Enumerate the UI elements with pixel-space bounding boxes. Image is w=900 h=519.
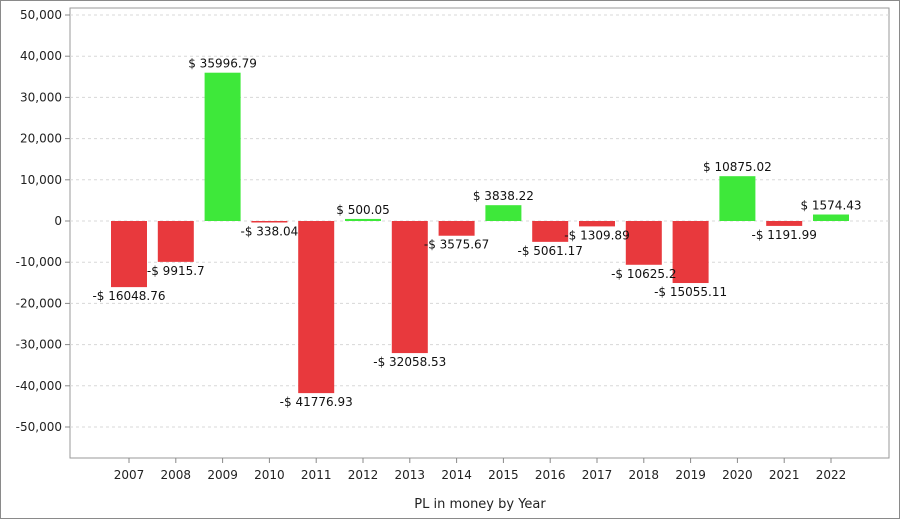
bar-2019 [672,221,709,284]
bar-2013 [391,221,428,354]
bar-2022 [813,214,849,221]
bar-2018 [625,221,662,265]
bar-2010 [251,221,288,223]
data-label-2012: $ 500.05 [336,203,389,217]
data-label-2007: -$ 16048.76 [92,289,165,303]
x-axis-title: PL in money by Year [414,497,546,512]
data-label-2010: -$ 338.04 [241,225,299,239]
bars [111,72,849,394]
y-axis: 50,000 40,000 30,000 20,000 10,000 0 -10,000 -2… [16,8,70,434]
y-tick-label: 20,000 [20,132,62,146]
y-tick-label: 10,000 [20,173,62,187]
x-tick-label: 2011 [301,468,332,482]
bar-2014 [438,221,475,236]
y-tick-label: -40,000 [16,379,62,393]
bar-2015 [485,205,522,221]
x-tick-label: 2020 [722,468,753,482]
y-tick-label: 50,000 [20,8,62,22]
y-tick-label: -20,000 [16,296,62,310]
x-tick-label: 2018 [629,468,660,482]
bar-2008 [157,221,194,262]
x-tick-label: 2013 [395,468,426,482]
bar-2017 [579,221,615,227]
data-label-2016: -$ 5061.17 [517,244,582,258]
bar-2007 [111,221,147,288]
y-tick-label: 0 [54,214,62,228]
x-tick-label: 2009 [207,468,238,482]
bar-2011 [298,221,335,394]
y-tick-label: -50,000 [16,420,62,434]
x-tick-label: 2017 [582,468,613,482]
bar-2012 [345,218,381,221]
bar-2020 [719,176,756,221]
x-tick-label: 2016 [535,468,566,482]
data-label-2018: -$ 10625.2 [611,267,676,281]
x-tick-label: 2022 [816,468,847,482]
data-label-2011: -$ 41776.93 [280,395,353,409]
x-tick-label: 2012 [348,468,379,482]
data-label-2020: $ 10875.02 [703,160,772,174]
data-label-2022: $ 1574.43 [800,199,861,213]
x-axis: 2007 2008 2009 2010 2011 2012 2013 2014 2015 2016… [114,458,847,482]
x-tick-label: 2008 [161,468,192,482]
data-label-2013: -$ 32058.53 [373,355,446,369]
data-label-2009: $ 35996.79 [188,57,257,71]
data-label-2017: -$ 1309.89 [564,228,629,242]
data-label-2015: $ 3838.22 [473,189,534,203]
data-label-2021: -$ 1191.99 [751,228,816,242]
data-label-2019: -$ 15055.11 [654,285,727,299]
data-label-2008: -$ 9915.7 [147,264,205,278]
bar-2016 [532,221,569,242]
gridlines [70,14,889,428]
x-tick-label: 2007 [114,468,145,482]
y-tick-label: 40,000 [20,49,62,63]
y-tick-label: -10,000 [16,255,62,269]
data-label-2014: -$ 3575.67 [424,238,489,252]
y-tick-label: -30,000 [16,338,62,352]
x-tick-label: 2014 [441,468,472,482]
bar-2021 [766,221,803,226]
y-tick-label: 30,000 [20,90,62,104]
x-tick-label: 2015 [488,468,519,482]
x-tick-label: 2019 [675,468,706,482]
data-labels: -$ 16048.76 -$ 9915.7 $ 35996.79 -$ 338.04 -… [92,57,861,409]
x-tick-label: 2021 [769,468,800,482]
bar-2009 [204,72,241,221]
x-tick-label: 2010 [254,468,285,482]
